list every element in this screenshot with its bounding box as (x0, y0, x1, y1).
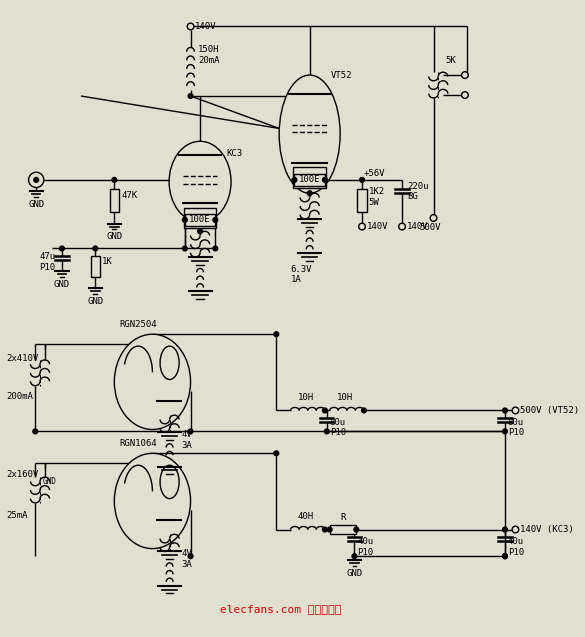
Text: 6.3V
1A: 6.3V 1A (291, 264, 312, 284)
Text: 150H
20mA: 150H 20mA (198, 45, 220, 65)
Ellipse shape (160, 465, 179, 499)
Circle shape (292, 178, 297, 182)
Text: 100E: 100E (190, 215, 211, 224)
Text: 5K: 5K (446, 55, 457, 64)
Text: R: R (340, 513, 346, 522)
Circle shape (360, 178, 364, 182)
Circle shape (503, 408, 507, 413)
Circle shape (33, 429, 37, 434)
Bar (357, 189, 367, 212)
Text: 4V
3A: 4V 3A (181, 430, 192, 450)
Text: elecfans.com 电子发烧友: elecfans.com 电子发烧友 (221, 604, 342, 613)
Text: 500V: 500V (420, 223, 442, 232)
Circle shape (362, 408, 366, 413)
Circle shape (187, 23, 194, 30)
Text: 2x160V: 2x160V (6, 469, 39, 479)
Circle shape (307, 191, 312, 196)
Text: 80u
P10: 80u P10 (508, 418, 524, 438)
Text: 140V: 140V (367, 222, 388, 231)
Text: GND: GND (87, 297, 104, 306)
Bar (294, 168, 326, 189)
Text: 500V (VT52): 500V (VT52) (520, 406, 579, 415)
Bar (185, 214, 215, 225)
Bar (184, 208, 216, 229)
Text: 10H: 10H (298, 393, 314, 402)
Circle shape (430, 215, 437, 221)
Text: 40u
P10: 40u P10 (508, 537, 524, 557)
Circle shape (399, 223, 405, 230)
Ellipse shape (169, 141, 231, 222)
Circle shape (322, 408, 327, 413)
Circle shape (112, 178, 117, 182)
Bar (91, 256, 100, 277)
Circle shape (462, 72, 468, 78)
Circle shape (34, 178, 39, 182)
Text: 200mA: 200mA (6, 392, 33, 401)
Text: 140V: 140V (194, 22, 216, 31)
Text: 140V (KC3): 140V (KC3) (520, 525, 574, 534)
Text: 2x410V: 2x410V (6, 354, 39, 362)
Text: +56V: +56V (364, 169, 386, 178)
Circle shape (183, 217, 187, 222)
Circle shape (322, 527, 327, 532)
Text: 140V: 140V (407, 222, 428, 231)
Text: RGN1064: RGN1064 (119, 440, 157, 448)
Text: 220u
BG: 220u BG (407, 182, 428, 201)
Circle shape (352, 554, 357, 559)
Circle shape (198, 229, 202, 234)
Circle shape (503, 554, 507, 559)
Circle shape (274, 332, 278, 336)
Text: KC3: KC3 (227, 148, 243, 158)
Circle shape (503, 527, 507, 532)
Circle shape (213, 246, 218, 251)
Text: GND: GND (346, 569, 363, 578)
Text: 80u
P10: 80u P10 (330, 418, 346, 438)
Circle shape (213, 217, 218, 222)
Text: GND: GND (106, 233, 122, 241)
Ellipse shape (160, 346, 179, 380)
Circle shape (354, 527, 359, 532)
Text: 4V
3A: 4V 3A (181, 549, 192, 569)
Text: 25mA: 25mA (6, 511, 28, 520)
Bar (294, 174, 325, 185)
Text: 1K2
5W: 1K2 5W (369, 187, 385, 207)
Text: GND: GND (28, 200, 44, 209)
Circle shape (462, 92, 468, 98)
Circle shape (188, 554, 193, 559)
Circle shape (29, 172, 44, 187)
Circle shape (188, 94, 193, 98)
Text: GND: GND (43, 477, 57, 487)
Text: 40H: 40H (298, 512, 314, 521)
Text: GND: GND (54, 280, 70, 289)
Text: VT52: VT52 (331, 71, 352, 80)
Circle shape (325, 429, 329, 434)
Text: RGN2504: RGN2504 (119, 320, 157, 329)
Circle shape (327, 527, 332, 532)
Circle shape (60, 246, 64, 251)
Circle shape (93, 246, 98, 251)
Text: 10H: 10H (337, 393, 353, 402)
Bar (109, 189, 119, 212)
Bar (330, 525, 356, 534)
Circle shape (359, 223, 366, 230)
Ellipse shape (279, 75, 340, 193)
Text: 40u
P10: 40u P10 (357, 537, 373, 557)
Text: 1K: 1K (102, 257, 113, 266)
Text: 47u
P10: 47u P10 (39, 252, 55, 272)
Circle shape (188, 429, 193, 434)
Circle shape (512, 526, 519, 533)
Circle shape (503, 554, 507, 559)
Ellipse shape (114, 454, 191, 548)
Text: 100E: 100E (299, 175, 321, 184)
Circle shape (512, 407, 519, 414)
Circle shape (322, 178, 327, 182)
Circle shape (274, 451, 278, 455)
Text: 47K: 47K (121, 190, 137, 199)
Circle shape (183, 246, 187, 251)
Circle shape (503, 429, 507, 434)
Ellipse shape (114, 334, 191, 429)
